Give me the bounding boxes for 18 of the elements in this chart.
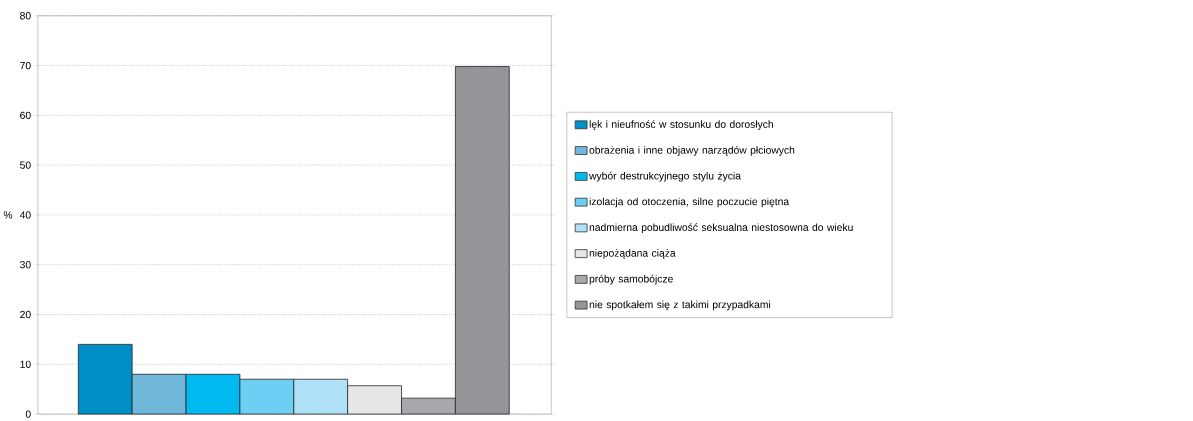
legend-label: niepożądana ciąża [589,249,676,259]
y-tick-label: 30 [20,260,31,269]
y-tick-label: 0 [25,410,31,418]
y-tick-label: 40 [19,211,31,219]
legend-label: wybór destrukcyjnego stylu życia [589,171,741,182]
y-tick-label: 50 [20,161,31,169]
y-tick-label: 80 [20,12,31,20]
y-tick-label: 60 [20,111,31,119]
legend-label: izolacja od otoczenia, silne poczucie piętna [589,197,790,208]
y-tick-label: 10 [20,360,31,368]
legend-label: obrażenia i inne objawy narządów płciowych [589,145,795,156]
y-axis-title: % [3,211,13,219]
legend-label: nadmierna pobudliwość seksualna niestosowna do wieku [589,223,853,233]
y-tick-label: 20 [20,310,31,319]
legend-label: próby samobójcze [589,274,673,285]
legend-label: lęk i nieufność w stosunku do dorosłych [589,120,773,130]
y-tick-label: 70 [20,61,31,70]
legend-label: nie spotkałem się z takimi przypadkami [589,300,771,311]
